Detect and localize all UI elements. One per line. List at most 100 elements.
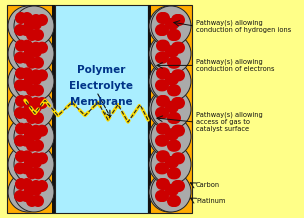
Circle shape — [156, 40, 168, 52]
Circle shape — [158, 178, 170, 190]
Circle shape — [8, 144, 48, 184]
Circle shape — [173, 42, 185, 54]
Text: Pathway(s) allowing
conduction of electrons: Pathway(s) allowing conduction of electr… — [196, 59, 275, 72]
Circle shape — [156, 12, 168, 24]
Bar — [148, 5, 192, 213]
Circle shape — [36, 152, 48, 164]
Circle shape — [156, 67, 168, 79]
Circle shape — [30, 101, 42, 113]
Circle shape — [8, 172, 48, 212]
Text: Pathway(s) allowing
access of gas to
catalyst surface: Pathway(s) allowing access of gas to cat… — [196, 112, 263, 132]
Circle shape — [149, 172, 189, 212]
Circle shape — [171, 69, 183, 81]
Circle shape — [167, 156, 179, 168]
Circle shape — [169, 57, 181, 69]
Circle shape — [26, 57, 38, 69]
Circle shape — [24, 18, 36, 30]
Circle shape — [155, 52, 167, 64]
Circle shape — [157, 135, 169, 147]
Circle shape — [155, 162, 167, 174]
Circle shape — [26, 112, 38, 124]
Circle shape — [15, 40, 27, 52]
Circle shape — [14, 162, 26, 174]
Circle shape — [30, 129, 42, 141]
Circle shape — [167, 46, 179, 58]
Circle shape — [158, 95, 170, 107]
Circle shape — [14, 190, 26, 202]
Circle shape — [158, 150, 170, 162]
Circle shape — [171, 42, 183, 54]
Circle shape — [149, 144, 189, 184]
Circle shape — [149, 89, 189, 129]
Circle shape — [30, 184, 42, 196]
Circle shape — [165, 184, 177, 196]
Circle shape — [24, 73, 36, 85]
Circle shape — [14, 52, 26, 64]
Circle shape — [30, 125, 42, 137]
Circle shape — [21, 178, 33, 190]
Circle shape — [157, 79, 169, 91]
Circle shape — [8, 89, 48, 129]
Circle shape — [14, 107, 26, 119]
Circle shape — [173, 69, 185, 81]
Circle shape — [169, 84, 181, 96]
Circle shape — [171, 152, 183, 164]
Circle shape — [157, 107, 169, 119]
Circle shape — [171, 125, 183, 137]
Circle shape — [14, 89, 54, 129]
Circle shape — [167, 129, 179, 141]
Circle shape — [30, 46, 42, 58]
Circle shape — [157, 190, 169, 202]
Circle shape — [26, 195, 38, 207]
Circle shape — [30, 18, 42, 30]
Circle shape — [36, 180, 48, 192]
Circle shape — [151, 172, 191, 212]
Circle shape — [169, 112, 181, 124]
Circle shape — [32, 84, 44, 96]
Circle shape — [32, 57, 44, 69]
Circle shape — [14, 135, 26, 147]
Circle shape — [24, 156, 36, 168]
Circle shape — [156, 95, 168, 107]
Circle shape — [30, 97, 42, 109]
Circle shape — [173, 180, 185, 192]
Circle shape — [15, 12, 27, 24]
Circle shape — [15, 95, 27, 107]
Circle shape — [165, 46, 177, 58]
Circle shape — [167, 57, 179, 69]
Circle shape — [149, 34, 189, 74]
Circle shape — [157, 52, 169, 64]
Circle shape — [155, 135, 167, 147]
Circle shape — [36, 69, 48, 81]
Circle shape — [21, 150, 33, 162]
Circle shape — [14, 117, 54, 157]
Circle shape — [169, 140, 181, 152]
Circle shape — [155, 190, 167, 202]
Circle shape — [151, 117, 191, 157]
Circle shape — [36, 125, 48, 137]
Circle shape — [167, 195, 179, 207]
Circle shape — [158, 123, 170, 135]
Circle shape — [36, 42, 48, 54]
Circle shape — [20, 190, 32, 202]
Circle shape — [169, 29, 181, 41]
Circle shape — [151, 6, 191, 46]
Text: Carbon: Carbon — [196, 182, 220, 188]
Circle shape — [158, 40, 170, 52]
Text: Membrane: Membrane — [70, 97, 133, 107]
Circle shape — [30, 14, 42, 26]
Circle shape — [8, 6, 48, 46]
Circle shape — [173, 14, 185, 26]
Circle shape — [167, 184, 179, 196]
Circle shape — [156, 178, 168, 190]
Circle shape — [156, 123, 168, 135]
Circle shape — [8, 117, 48, 157]
Circle shape — [155, 107, 167, 119]
Circle shape — [24, 129, 36, 141]
Circle shape — [30, 156, 42, 168]
Circle shape — [20, 79, 32, 91]
Circle shape — [169, 167, 181, 179]
Circle shape — [171, 14, 183, 26]
Circle shape — [26, 29, 38, 41]
Circle shape — [151, 61, 191, 101]
